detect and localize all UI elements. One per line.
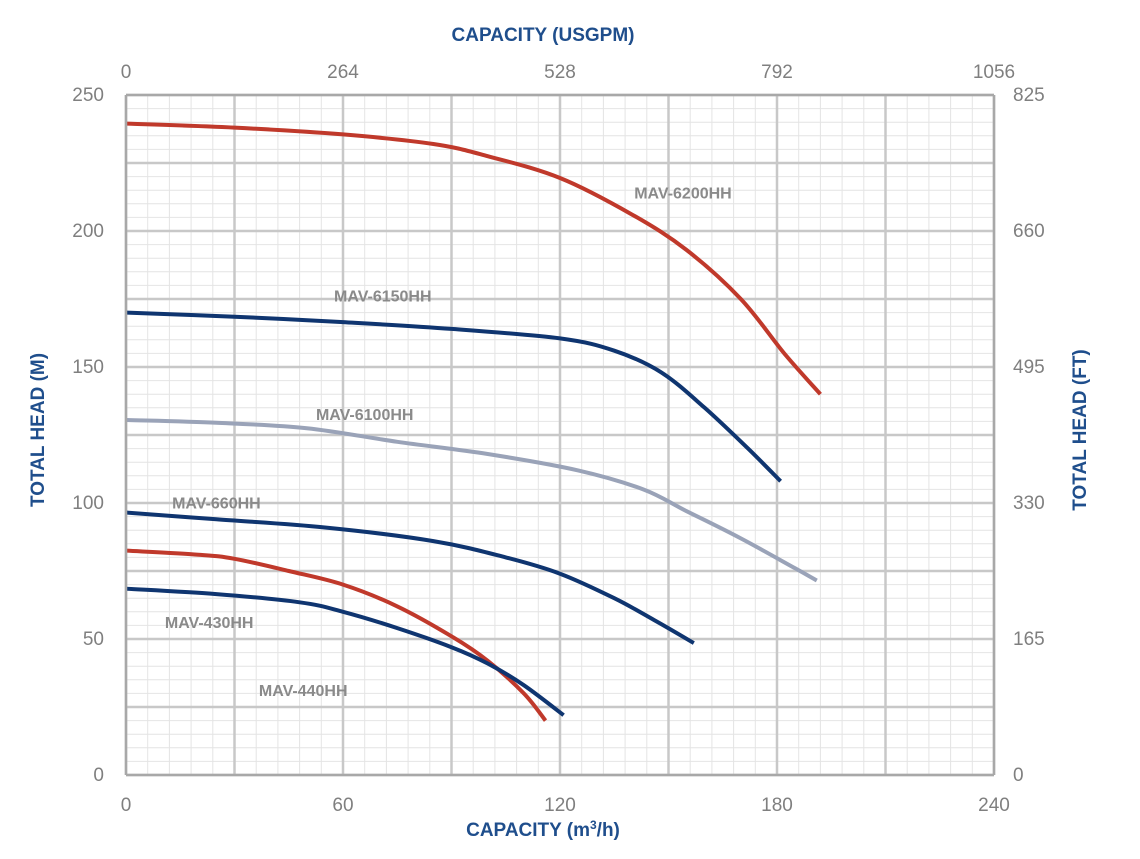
series-label-mav-6150hh: MAV-6150HH	[334, 289, 432, 306]
series-labels: MAV-6200HH MAV-6150HH MAV-6100HH MAV-660HH M…	[165, 185, 732, 700]
y-right-tick-label: 495	[1013, 357, 1045, 378]
series-label-mav-440hh: MAV-440HH	[259, 683, 348, 700]
y-left-tick-label: 50	[83, 629, 104, 650]
y-left-tick-label: 150	[72, 357, 104, 378]
x-bottom-axis-title: CAPACITY (m3/h)	[466, 818, 620, 841]
x-top-tick-label: 1056	[973, 62, 1015, 83]
y-left-axis-title: TOTAL HEAD (M)	[28, 353, 49, 507]
series-line-mav-440hh	[125, 548, 548, 722]
y-left-tick-label: 250	[72, 85, 104, 106]
y-right-axis-title: TOTAL HEAD (FT)	[1070, 349, 1091, 510]
series-label-mav-6200hh: MAV-6200HH	[634, 185, 732, 202]
x-top-tick-label: 792	[761, 62, 793, 83]
x-top-tick-label: 264	[327, 62, 359, 83]
series-line-mav-6150hh	[125, 310, 783, 483]
y-left-tick-label: 200	[72, 221, 104, 242]
y-right-tick-label: 660	[1013, 221, 1045, 242]
y-left-tick-label: 100	[72, 493, 104, 514]
x-bottom-tick-label: 180	[761, 795, 793, 816]
y-left-tick-label: 0	[93, 765, 104, 786]
plot-frame	[124, 93, 996, 777]
series-label-mav-430hh: MAV-430HH	[165, 615, 254, 632]
x-bottom-tick-label: 120	[544, 795, 576, 816]
y-right-tick-label: 0	[1013, 765, 1024, 786]
series-line-mav-660hh	[125, 510, 695, 645]
series-line-mav-6200hh	[125, 121, 822, 396]
series-line-mav-6100hh	[125, 418, 818, 583]
x-top-tick-label: 0	[121, 62, 132, 83]
x-bottom-tick-label: 240	[978, 795, 1010, 816]
y-right-tick-label: 165	[1013, 629, 1045, 650]
series-label-mav-660hh: MAV-660HH	[172, 495, 261, 512]
x-top-axis-title: CAPACITY (USGPM)	[452, 25, 635, 46]
x-bottom-tick-label: 0	[121, 795, 132, 816]
x-bottom-tick-label: 60	[332, 795, 353, 816]
y-right-tick-label: 330	[1013, 493, 1045, 514]
y-right-tick-label: 825	[1013, 85, 1045, 106]
series-lines	[125, 121, 822, 722]
x-top-tick-label: 528	[544, 62, 576, 83]
series-label-mav-6100hh: MAV-6100HH	[316, 407, 414, 424]
series-line-mav-430hh	[125, 586, 565, 717]
